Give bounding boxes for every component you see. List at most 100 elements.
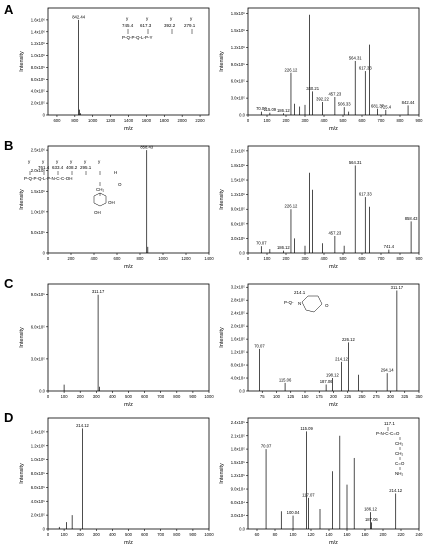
y-tick-label: 2.4x10⁵	[231, 420, 246, 425]
x-tick-label: 100	[273, 394, 281, 399]
structure-a-ion-1: y	[126, 16, 129, 21]
x-tick-label: 700	[378, 256, 386, 261]
y-axis-label: Intensity	[219, 327, 225, 348]
y-tick-label: 6.0x10⁵	[31, 485, 46, 490]
x-tick-label: 700	[378, 118, 386, 123]
x-tick-label: 2200	[195, 118, 205, 123]
structure-c-ring-o: O	[325, 303, 329, 308]
x-tick-label: 600	[53, 118, 61, 123]
peak-label: 457.23	[328, 91, 341, 96]
x-tick-label: 600	[114, 256, 122, 261]
spectrum-d-left: 0 100 200 300 400 500 600 700 800 900 1000 0 2.0x10⁵…	[19, 417, 214, 546]
structure-b-ion-1: y	[28, 159, 31, 164]
structure-a-sequence: P-Q-P-Q-L-P-Y	[122, 35, 153, 40]
y-tick-label: 1.5x10⁶	[231, 28, 246, 33]
peak-label: 506.33	[338, 102, 351, 107]
y-tick-label: 9.0x10⁵	[31, 292, 46, 297]
y-tick-label: 1.5x10⁵	[231, 460, 246, 465]
plot-frame	[47, 417, 210, 530]
structure-a-mass-2: 617.3	[140, 23, 152, 28]
y-tick-label: 1.0x10⁶	[31, 457, 46, 462]
y-tick-label: 3.0x10⁵	[231, 96, 246, 101]
x-tick-label: 500	[125, 532, 133, 537]
x-tick-label: 400	[109, 394, 117, 399]
peak-label: 187.06	[320, 379, 333, 384]
y-tick-label: 6.0x10⁵	[31, 77, 46, 82]
structure-d-co: C=O	[395, 461, 405, 466]
structure-b-mass-3: 408.2	[66, 165, 78, 170]
structure-b-oh-2: OH	[94, 210, 101, 215]
peak-label: 392.22	[316, 97, 329, 102]
y-tick-label: 8.0x10⁴	[231, 363, 246, 368]
structure-b-ion-6: y	[98, 159, 101, 164]
y-tick-label: 1.2x10⁶	[231, 45, 246, 50]
x-tick-label: 600	[141, 394, 149, 399]
x-axis-label: m/z	[329, 402, 338, 408]
x-tick-label: 900	[416, 118, 424, 123]
x-tick-label: 700	[157, 394, 165, 399]
y-tick-label: 2.8x10⁵	[231, 298, 246, 303]
y-tick-label: 3.0x10⁵	[231, 236, 246, 241]
peak-label: 564.31	[349, 55, 362, 60]
x-tick-label: 0	[47, 256, 50, 261]
x-tick-label: 800	[137, 256, 145, 261]
spectrum-a-left: 600 800 1000 1200 1400 1600 1800 2000 2200 0 2.0x1…	[19, 7, 210, 132]
y-tick-label: 1.0x10⁶	[31, 209, 46, 214]
x-tick-label: 800	[173, 394, 181, 399]
x-tick-label: 300	[93, 394, 101, 399]
y-tick-label: 0	[43, 251, 46, 256]
structure-c-ring-n: N	[298, 301, 301, 306]
x-tick-label: 400	[91, 256, 99, 261]
y-tick-label: 2.1x10⁵	[231, 433, 246, 438]
structure-b-ch2: CH₂	[96, 187, 104, 192]
y-tick-label: 2.0x10⁵	[31, 513, 46, 518]
structure-c-mass: 214.1	[294, 290, 306, 295]
x-tick-label: 400	[109, 532, 117, 537]
structure-c-label: P-Q-	[284, 300, 294, 305]
peak-label: 858.43	[140, 145, 153, 150]
y-tick-label: 4.0x10⁵	[31, 89, 46, 94]
x-tick-label: 250	[359, 394, 367, 399]
peak-label: 226.12	[285, 67, 298, 72]
structure-b-h: H	[114, 170, 117, 175]
peak-label: 457.23	[328, 230, 341, 235]
x-tick-label: 125	[287, 394, 295, 399]
x-tick-label: 700	[157, 532, 165, 537]
peak-label: 842.44	[402, 100, 415, 105]
x-tick-label: 1000	[88, 118, 98, 123]
x-tick-label: 500	[340, 118, 348, 123]
x-tick-label: 200	[283, 118, 291, 123]
structure-a: y y y y 745.4 617.3 392.2 279.1 P-Q-P-Q-…	[122, 16, 196, 40]
peak-label: 564.31	[349, 160, 362, 165]
peak-label: 214.12	[335, 356, 348, 361]
peak-label: 187.06	[365, 517, 378, 522]
y-tick-label: 0.0	[239, 527, 245, 532]
x-tick-label: 200	[330, 394, 338, 399]
x-tick-label: 900	[189, 394, 197, 399]
peak-label: 294.14	[381, 368, 394, 373]
x-tick-label: 225	[344, 394, 352, 399]
x-tick-label: 0	[47, 532, 50, 537]
y-tick-label: 1.0x10⁶	[31, 53, 46, 58]
x-tick-label: 1000	[158, 256, 168, 261]
x-tick-label: 800	[173, 532, 181, 537]
peak-label: 186.12	[277, 245, 290, 250]
x-tick-label: 1400	[124, 118, 134, 123]
x-tick-label: 1000	[204, 394, 214, 399]
y-axis-label: Intensity	[19, 463, 25, 484]
structure-b-o: O	[118, 182, 122, 187]
plot-frame	[47, 145, 210, 254]
y-tick-label: 1.5x10⁶	[231, 178, 246, 183]
x-tick-label: 1600	[142, 118, 152, 123]
y-tick-label: 1.2x10⁵	[231, 350, 246, 355]
x-tick-label: 1400	[204, 256, 214, 261]
y-tick-label: 1.4x10⁶	[31, 429, 46, 434]
y-tick-label: 0	[43, 527, 46, 532]
x-tick-label: 400	[321, 256, 329, 261]
peak-label: 681.37	[371, 103, 384, 108]
y-axis-label: Intensity	[19, 51, 25, 72]
x-tick-label: 100	[290, 532, 298, 537]
peak-label: 226.12	[342, 337, 355, 342]
y-tick-label: 0.0	[239, 113, 245, 118]
peak-label: 617.33	[359, 66, 372, 71]
